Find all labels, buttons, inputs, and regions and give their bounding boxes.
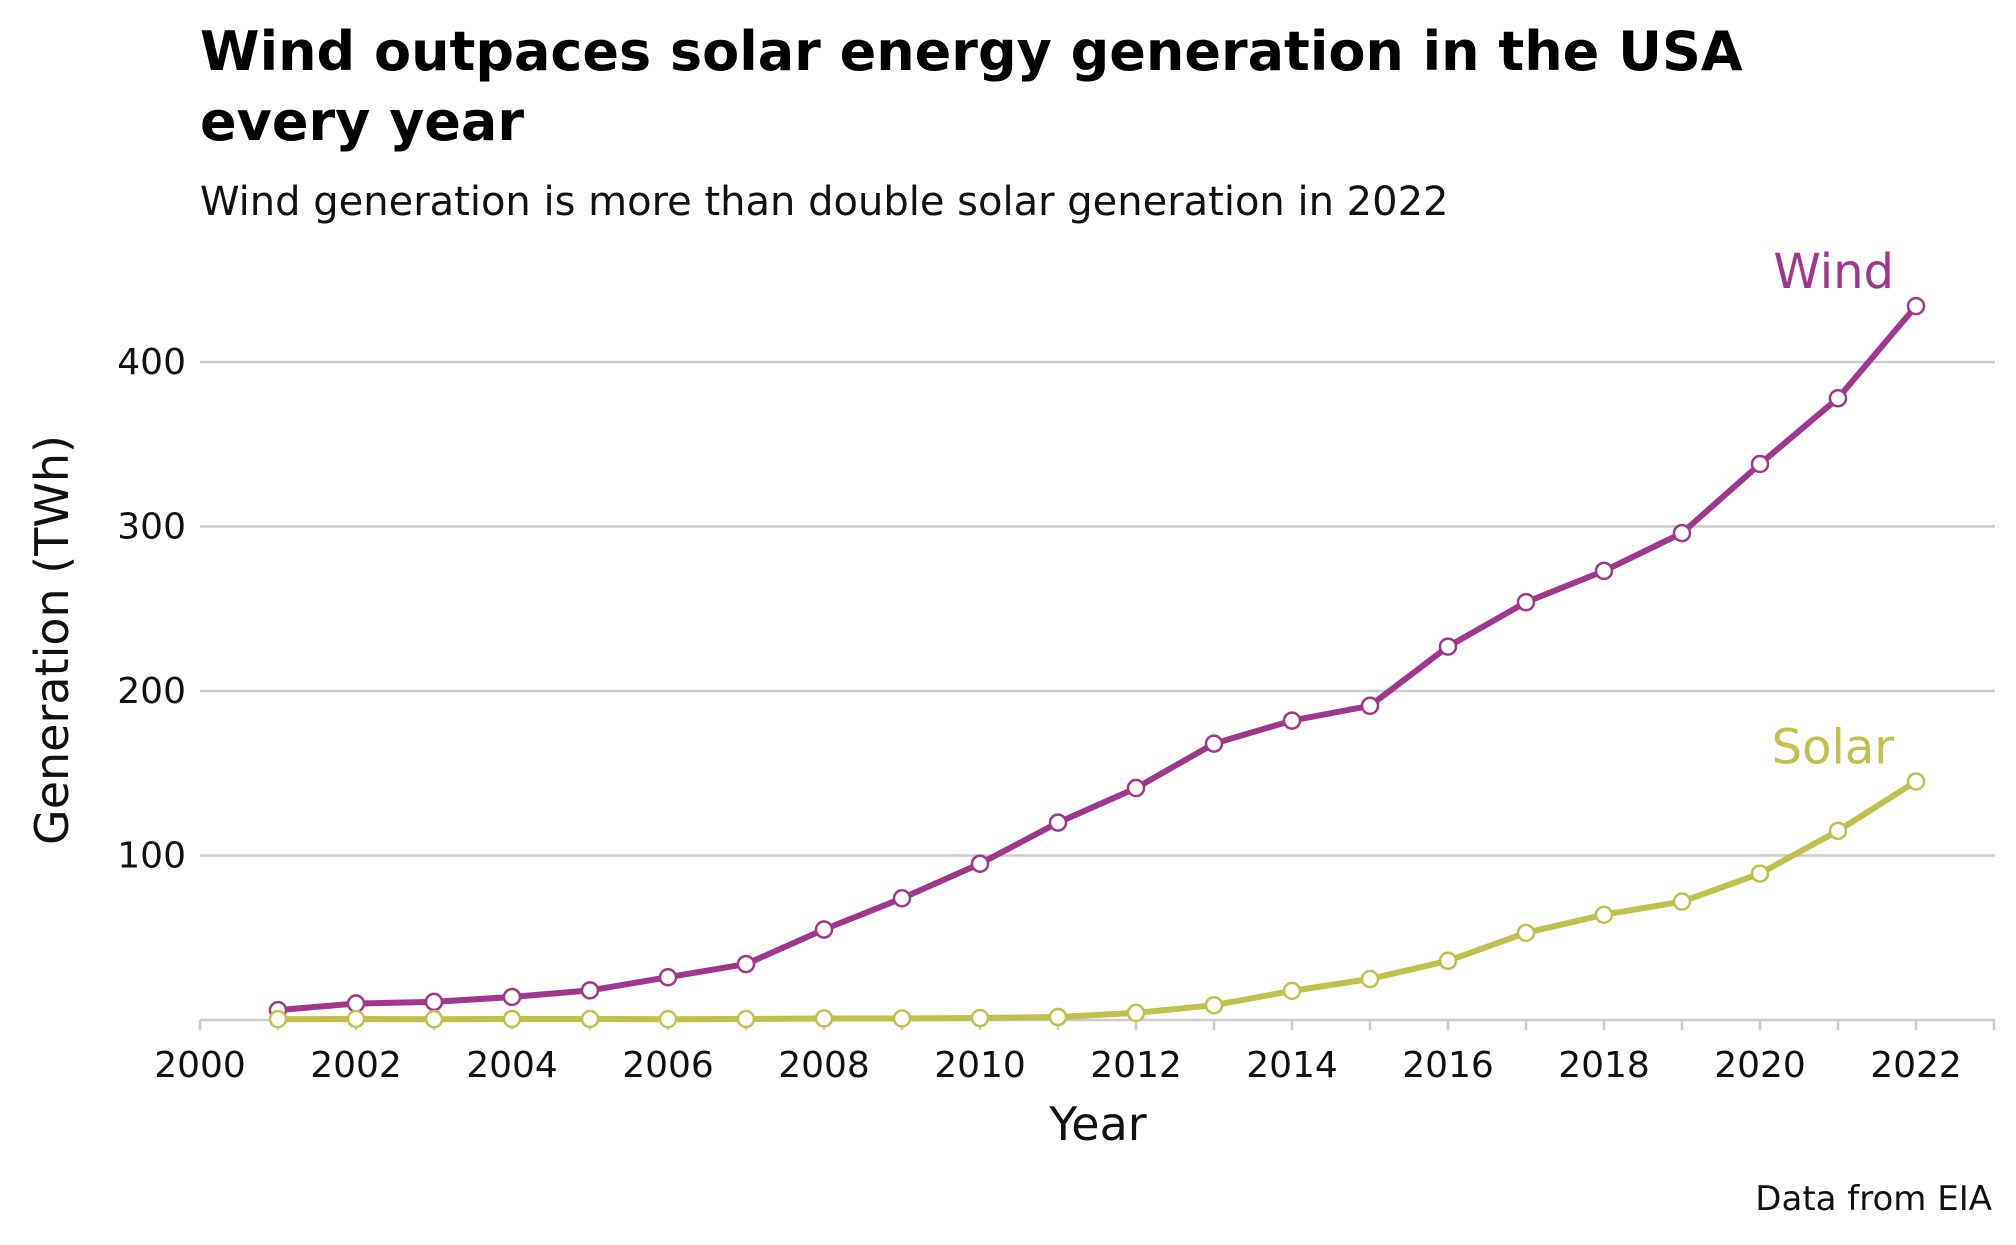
data-point-wind (346, 994, 366, 1013)
data-point-solar (1750, 864, 1770, 883)
data-point-solar (1828, 821, 1848, 841)
source-caption: Data from EIA (1755, 1179, 1992, 1219)
data-point-wind (892, 889, 912, 908)
chart-subtitle: Wind generation is more than double sola… (200, 179, 1448, 225)
series-lines (268, 296, 1926, 1029)
data-point-wind (736, 954, 756, 974)
data-point-wind (1438, 637, 1458, 656)
series-line-wind (275, 303, 1919, 1014)
data-point-wind (1750, 454, 1770, 474)
data-point-solar (736, 1009, 756, 1029)
data-point-solar (580, 1009, 600, 1029)
data-point-solar (658, 1009, 678, 1029)
data-point-wind (1360, 696, 1380, 716)
series-label-solar: Solar (1772, 719, 1895, 775)
data-point-solar (424, 1009, 444, 1029)
data-point-solar (346, 1009, 366, 1029)
data-point-solar (814, 1009, 834, 1028)
data-point-wind (1204, 734, 1224, 753)
tick-labels: 100 200 300 400 2000 2002 2004 2006 2008 2010 2012… (117, 244, 1962, 1086)
x-tick-label: 2000 (154, 1045, 246, 1086)
series-label-wind: Wind (1773, 244, 1894, 300)
data-point-solar (1516, 923, 1536, 943)
x-axis-label: Year (1048, 1097, 1146, 1151)
x-tick-label: 2008 (778, 1045, 870, 1086)
x-tick-label: 2010 (934, 1045, 1026, 1086)
data-point-wind (1672, 523, 1692, 543)
data-point-solar (970, 1008, 990, 1028)
data-point-wind (970, 854, 990, 873)
x-tick-label: 2018 (1558, 1045, 1650, 1086)
data-point-solar (268, 1009, 288, 1029)
x-tick-label: 2022 (1870, 1045, 1962, 1086)
data-point-wind (424, 992, 444, 1012)
y-tick-label: 300 (117, 507, 186, 548)
data-point-solar (892, 1009, 912, 1028)
chart-title-line-1: Wind outpaces solar energy generation in… (200, 20, 1743, 83)
data-point-wind (1126, 778, 1146, 798)
data-point-wind (1282, 711, 1302, 730)
y-axis-label: Generation (TWh) (25, 435, 79, 845)
data-point-wind (502, 987, 522, 1007)
data-point-solar (1204, 995, 1224, 1015)
data-point-wind (1594, 561, 1614, 581)
data-point-wind (658, 967, 678, 987)
data-point-solar (502, 1009, 522, 1029)
y-tick-label: 200 (117, 671, 186, 712)
data-point-wind (1048, 813, 1068, 832)
gridlines (200, 360, 1995, 857)
data-point-solar (1126, 1003, 1146, 1023)
data-point-wind (1906, 296, 1926, 316)
data-point-wind (1828, 388, 1848, 408)
x-tick-label: 2002 (310, 1045, 402, 1086)
data-point-solar (1672, 892, 1692, 911)
data-point-wind (1516, 592, 1536, 612)
chart-title-line-2: every year (200, 90, 524, 153)
y-tick-label: 100 (117, 836, 186, 877)
data-point-solar (1360, 969, 1380, 989)
x-tick-label: 2014 (1246, 1045, 1338, 1086)
data-point-wind (580, 981, 600, 1000)
y-tick-label: 400 (117, 342, 186, 383)
series-line-solar (275, 778, 1919, 1023)
x-tick-label: 2016 (1402, 1045, 1494, 1086)
data-point-solar (1048, 1007, 1068, 1027)
data-point-wind (814, 920, 834, 939)
x-tick-label: 2006 (622, 1045, 714, 1086)
data-point-solar (1594, 905, 1614, 924)
data-point-solar (1438, 951, 1458, 971)
x-tick-label: 2012 (1090, 1045, 1182, 1086)
data-point-solar (1282, 981, 1302, 1001)
x-tick-label: 2020 (1714, 1045, 1806, 1086)
data-point-solar (1906, 772, 1926, 791)
x-tick-label: 2004 (466, 1045, 558, 1086)
